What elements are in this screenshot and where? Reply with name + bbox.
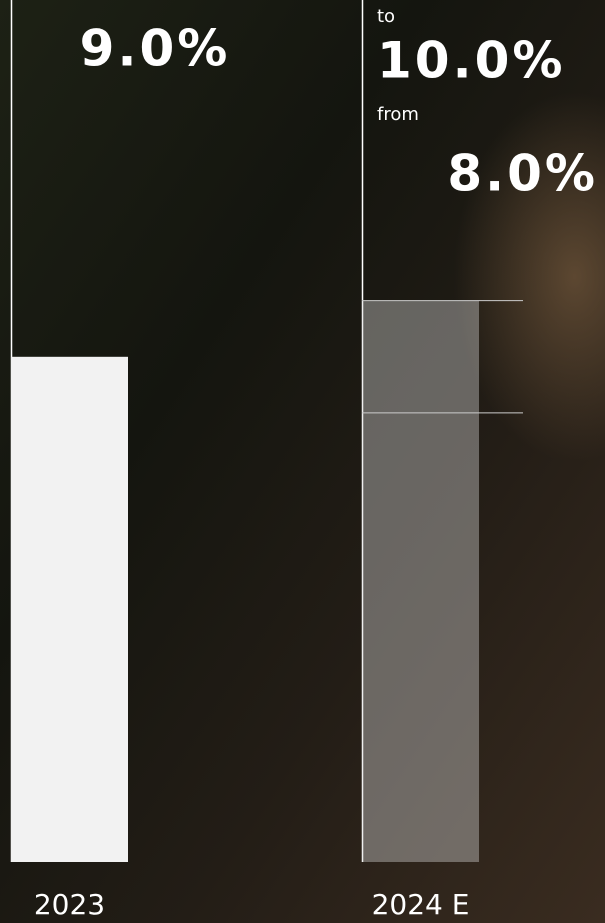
value-label: 10.0% bbox=[377, 32, 565, 90]
value-label: 9.0% bbox=[80, 20, 231, 78]
bar bbox=[11, 356, 128, 862]
prefix-label: to bbox=[377, 6, 395, 27]
low-label: 8.0% bbox=[447, 145, 598, 203]
bar bbox=[362, 300, 479, 863]
category-label: 2023 bbox=[34, 888, 105, 921]
prefix-label: from bbox=[377, 104, 419, 125]
category-label: 2024 E bbox=[372, 888, 470, 921]
